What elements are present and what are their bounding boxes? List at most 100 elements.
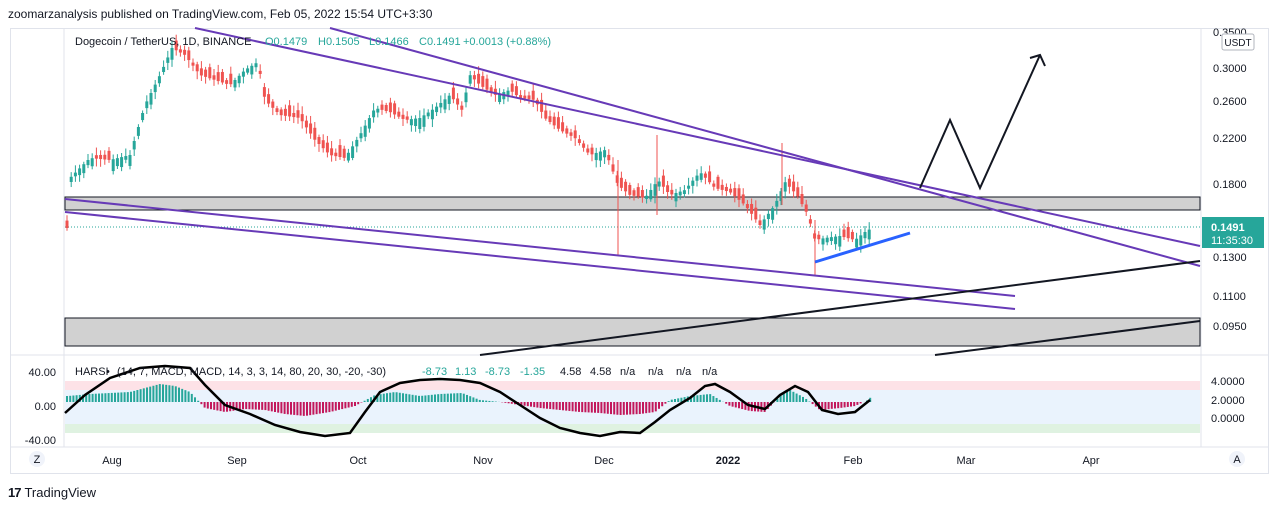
candle-body — [603, 150, 607, 158]
candle — [187, 46, 191, 68]
candle — [519, 90, 523, 103]
auto-scale-button-label: A — [1233, 454, 1241, 466]
harsi-bar — [555, 402, 558, 410]
candle — [779, 187, 783, 206]
channel-upper-line[interactable] — [194, 27, 1201, 247]
harsi-bar — [245, 402, 248, 410]
harsi-bar — [440, 393, 443, 402]
rising-trendline-upper[interactable] — [479, 260, 1201, 356]
candle — [498, 88, 502, 105]
candle-body — [540, 99, 544, 112]
candle-body — [775, 200, 779, 207]
candle — [544, 103, 548, 121]
candle — [867, 222, 871, 246]
time-axis[interactable]: Aug Sep Oct Nov Dec 2022 Feb Mar Apr — [102, 455, 1100, 467]
harsi-bar — [354, 402, 356, 406]
candle — [703, 171, 707, 185]
candle — [204, 66, 208, 84]
candle — [586, 144, 590, 156]
candle — [363, 120, 367, 142]
candle-body — [779, 191, 783, 202]
candle — [817, 231, 821, 245]
harsi-bar — [261, 402, 264, 410]
candle — [481, 71, 485, 90]
candle-body — [103, 154, 107, 160]
candle-body — [422, 115, 426, 127]
candle-body — [712, 183, 716, 187]
candle — [241, 67, 245, 84]
indicator-name[interactable]: HARSI — [75, 366, 109, 378]
legend-symbol[interactable]: Dogecoin / TetherUS, 1D, BINANCE — [75, 36, 251, 48]
channel-lower-line[interactable] — [64, 198, 1016, 297]
channel-lower-line-2[interactable] — [64, 211, 1016, 310]
harsi-bar — [725, 402, 728, 404]
candle — [775, 193, 779, 215]
currency-badge[interactable] — [1221, 33, 1255, 51]
harsi-bar — [594, 402, 596, 413]
candle-body — [678, 191, 682, 196]
harsi-bar — [520, 402, 523, 406]
candle — [451, 81, 455, 104]
time-axis-label: 2022 — [716, 455, 740, 467]
candle-body — [69, 176, 73, 182]
candle — [414, 115, 418, 132]
harsi-right-scale[interactable]: 4.0000 2.0000 0.0000 — [1211, 376, 1245, 425]
harsi-bar — [840, 402, 843, 408]
candle-body — [737, 188, 741, 200]
candle-body — [330, 148, 334, 156]
harsi-bar — [558, 402, 561, 410]
candle — [262, 83, 266, 105]
resistance-zone[interactable] — [64, 196, 1201, 211]
price-scale[interactable]: 0.35000.30000.26000.22000.18000.13000.11… — [1213, 27, 1247, 333]
harsi-bar — [606, 402, 609, 414]
harsi-bar — [142, 388, 145, 402]
candle — [649, 183, 653, 202]
candle-body — [166, 57, 170, 63]
ascending-support-line[interactable] — [814, 231, 911, 264]
candle — [342, 145, 346, 162]
candle — [489, 84, 493, 97]
candle-body — [300, 114, 304, 122]
candle — [477, 66, 481, 89]
harsi-bar — [728, 402, 731, 406]
candle-body — [800, 194, 804, 205]
harsi-bar — [389, 392, 392, 402]
harsi-bar — [693, 395, 696, 402]
price-tick-label: 0.2600 — [1213, 96, 1247, 108]
harsi-right-tick: 4.0000 — [1211, 376, 1245, 388]
candle — [355, 136, 359, 153]
candle — [838, 228, 842, 252]
channel-mid-line[interactable] — [329, 27, 1201, 267]
candle-body — [619, 177, 623, 188]
rising-trendline-lower[interactable] — [934, 320, 1201, 356]
auto-scale-button[interactable] — [1229, 451, 1245, 467]
harsi-bar — [437, 394, 440, 402]
candle-body — [687, 185, 691, 189]
harsi-bar — [418, 395, 420, 402]
candle — [69, 172, 73, 188]
candle-body — [544, 110, 548, 119]
candle-body — [666, 185, 670, 192]
candle-body — [674, 193, 678, 202]
candle-body — [632, 190, 636, 196]
candle — [863, 226, 867, 244]
projection-path[interactable] — [919, 54, 1041, 191]
candle — [82, 161, 86, 179]
zoom-button[interactable] — [29, 451, 45, 467]
candle-body — [750, 203, 754, 214]
candle — [439, 95, 443, 114]
harsi-bar — [251, 402, 254, 410]
harsi-bar — [456, 393, 459, 402]
support-zone[interactable] — [64, 317, 1201, 347]
harsi-left-scale[interactable]: 40.00 0.00 -40.00 — [25, 367, 56, 447]
candle-body — [246, 68, 250, 73]
candle — [292, 105, 296, 124]
tradingview-footer[interactable]: 17 TradingView — [8, 485, 96, 500]
candle — [254, 58, 258, 72]
harsi-bar — [203, 402, 206, 408]
candle — [829, 231, 833, 245]
candlestick-series[interactable] — [65, 34, 871, 275]
harsi-bar — [674, 399, 676, 402]
candle — [296, 102, 300, 124]
